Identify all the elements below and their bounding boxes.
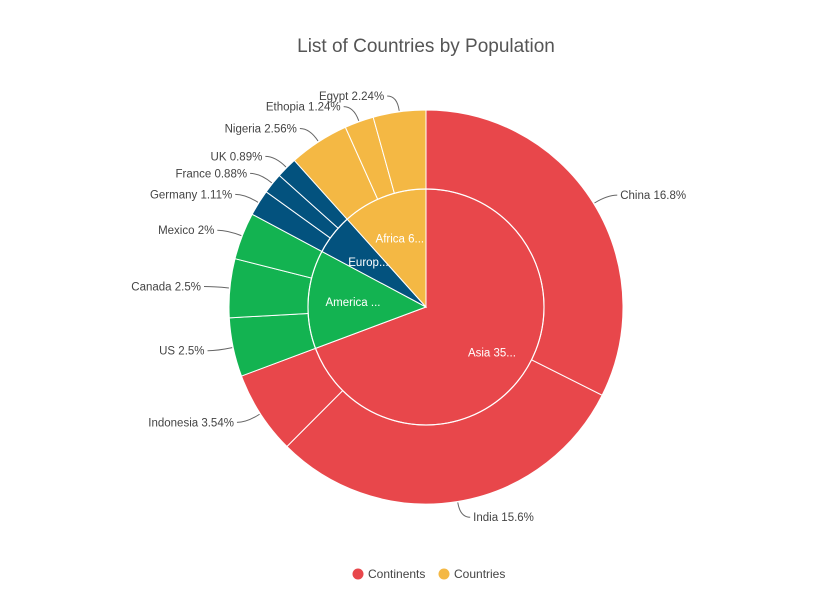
ring-separator: [307, 188, 545, 426]
leader-indonesia: [236, 413, 260, 423]
legend-item-countries[interactable]: Countries: [438, 567, 506, 581]
label-germany: Germany 1.11%: [150, 189, 232, 201]
legend-item-continents[interactable]: Continents: [352, 567, 426, 581]
leader-mexico: [217, 229, 242, 237]
leader-uk: [265, 155, 287, 168]
label-canada: Canada 2.5%: [131, 282, 201, 294]
legend-label-countries: Countries: [454, 567, 505, 581]
label-indonesia: Indonesia 3.54%: [148, 417, 234, 429]
leader-india: [457, 502, 471, 518]
label-nigeria: Nigeria 2.56%: [225, 123, 297, 135]
data-labels: China 16.8% India 15.6% Indonesia 3.54% US …: [131, 91, 686, 524]
label-france: France 0.88%: [175, 168, 247, 180]
label-asia: Asia 35...: [468, 348, 516, 360]
label-leaders: [203, 95, 618, 518]
legend[interactable]: Continents Countries: [352, 567, 506, 581]
label-europe: Europ...: [348, 257, 388, 269]
legend-label-continents: Continents: [368, 567, 425, 581]
label-africa: Africa 6...: [376, 234, 425, 246]
legend-marker-continents: [352, 568, 364, 580]
leader-canada: [203, 286, 229, 289]
leader-france: [250, 172, 273, 184]
leader-ethopia: [343, 106, 360, 121]
label-mexico: Mexico 2%: [158, 225, 214, 237]
label-china: China 16.8%: [620, 190, 686, 202]
legend-marker-countries: [438, 568, 450, 580]
leader-us: [207, 347, 233, 352]
label-us: US 2.5%: [159, 346, 204, 358]
label-uk: UK 0.89%: [211, 151, 263, 163]
label-egypt: Egypt 2.24%: [319, 91, 384, 103]
label-ethopia: Ethopia 1.24%: [266, 102, 341, 114]
leader-egypt: [387, 95, 400, 111]
leader-china: [594, 194, 618, 204]
leader-nigeria: [299, 127, 319, 142]
continents-pie: [307, 188, 545, 426]
leader-germany: [235, 193, 259, 203]
label-india: India 15.6%: [473, 512, 534, 524]
chart-title: List of Countries by Population: [297, 36, 555, 57]
label-america: America ...: [326, 297, 381, 309]
